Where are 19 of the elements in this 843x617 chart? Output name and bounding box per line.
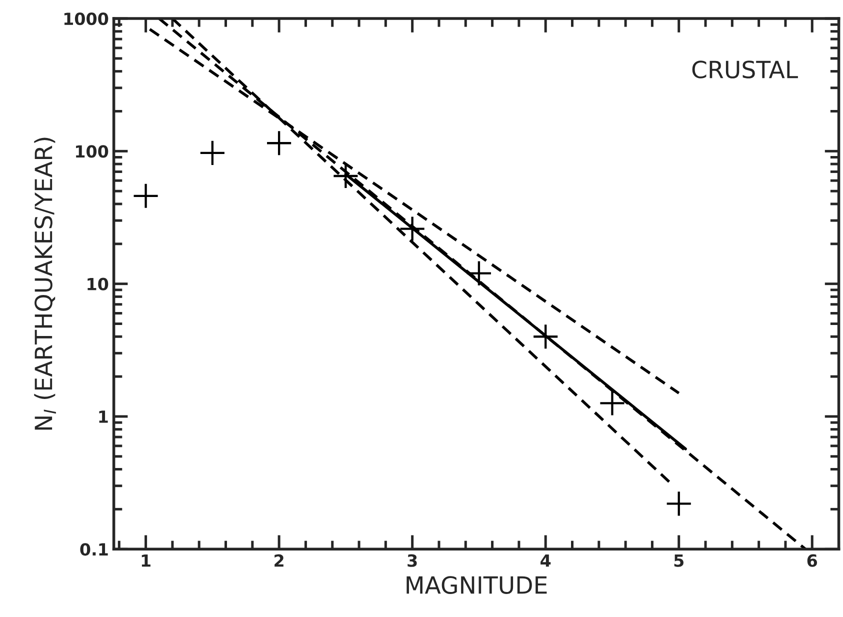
point — [200, 140, 224, 165]
point — [134, 184, 158, 208]
x-tick-label: 5 — [674, 554, 684, 567]
x-tick-label: 3 — [408, 554, 417, 567]
x-tick-label: 1 — [142, 554, 150, 567]
y-tick-label: 1 — [99, 410, 108, 423]
y-tick-label: 0.1 — [80, 543, 108, 556]
x-tick-label: 2 — [274, 554, 284, 567]
point — [666, 492, 691, 516]
y-tick-label: 10 — [88, 278, 108, 290]
x-tick-label: 6 — [807, 554, 818, 567]
y-tick-label: 1000 — [64, 12, 108, 26]
x-tick-label: 4 — [540, 554, 551, 567]
point — [267, 131, 292, 156]
y-axis-title: N$_{I}$ (EARTHQUAKES/YEAR) — [34, 138, 56, 430]
y-tick-label: 100 — [76, 145, 108, 158]
point — [600, 391, 624, 416]
annotation: CRUSTAL — [692, 60, 798, 78]
x-axis-title: MAGNITUDE — [406, 576, 547, 594]
